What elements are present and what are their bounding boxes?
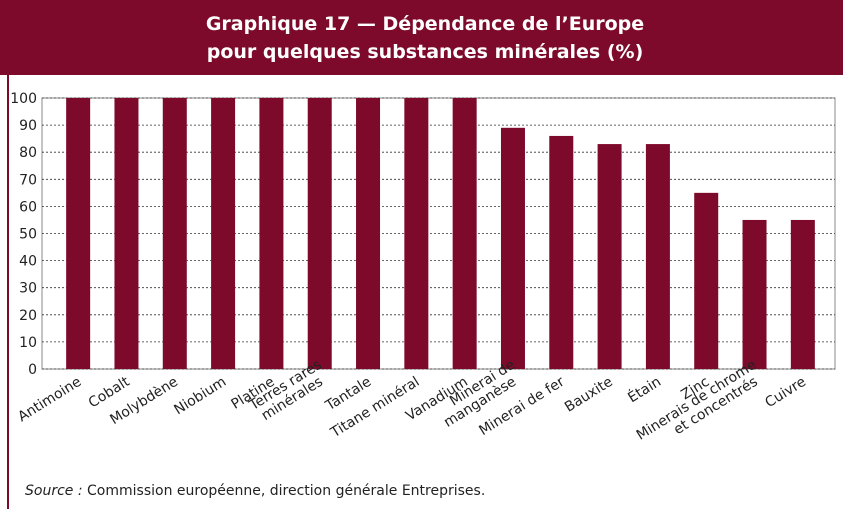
bar (694, 192, 719, 369)
bar (211, 98, 236, 369)
bar (162, 98, 187, 369)
y-tick-label: 30 (19, 281, 37, 297)
bar (356, 98, 381, 369)
y-tick-label: 10 (19, 335, 37, 351)
x-tick-label: Terres raresminérales (246, 357, 333, 427)
source-label: Source : (25, 483, 83, 499)
bar (307, 98, 332, 369)
x-tick-label-line: Niobium (171, 374, 229, 418)
title-banner (0, 0, 843, 75)
x-tick-label: Étain (625, 373, 664, 406)
x-tick-label: Antimoine (15, 374, 84, 425)
x-tick-label-line: Minerais de chrome (634, 357, 760, 444)
y-tick-label: 100 (10, 91, 37, 107)
left-border (7, 75, 9, 509)
chart-title: Graphique 17 — Dépendance de l’Europe (206, 13, 644, 35)
x-tick-label: Bauxite (562, 374, 616, 416)
bar (549, 135, 574, 369)
y-tick-label: 40 (19, 254, 37, 270)
bar (452, 98, 477, 369)
x-tick-label-line: Cuivre (762, 374, 809, 411)
y-tick-label: 60 (19, 199, 37, 215)
y-tick-label: 70 (19, 172, 37, 188)
chart-title: pour quelques substances minérales (%) (207, 41, 644, 63)
y-tick-label: 0 (28, 362, 37, 378)
bar (597, 144, 622, 369)
bar (645, 144, 670, 369)
bar (790, 219, 815, 369)
y-tick-label: 80 (19, 145, 37, 161)
x-tick-label: Niobium (171, 374, 229, 418)
y-tick-label: 20 (19, 308, 37, 324)
x-tick-label-line: Antimoine (15, 374, 84, 425)
bar (404, 98, 429, 369)
bar (66, 98, 91, 369)
y-tick-label: 50 (19, 227, 37, 243)
y-tick-label: 90 (19, 118, 37, 134)
x-tick-label-line: Étain (625, 373, 664, 406)
bar (500, 127, 525, 369)
x-tick-label-line: Bauxite (562, 374, 616, 416)
x-tick-label: Cuivre (762, 374, 809, 411)
source: Source : Commission européenne, directio… (25, 483, 485, 499)
source-text: Commission européenne, direction général… (87, 483, 485, 499)
bar (114, 98, 139, 369)
bar (259, 98, 284, 369)
x-tick-label: Minerais de chromeet concentrés (634, 357, 768, 457)
bar (742, 219, 767, 369)
